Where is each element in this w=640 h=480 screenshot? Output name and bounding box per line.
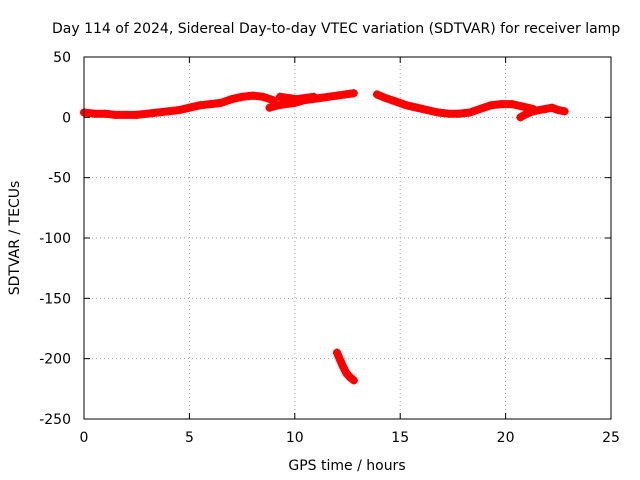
data-point [238,92,247,101]
data-point [349,89,358,98]
x-tick-label: 0 [80,430,89,446]
data-point [153,108,162,117]
y-tick-label: -250 [39,412,71,428]
data-point [465,108,474,117]
data-point [195,101,204,110]
data-point [349,376,358,385]
data-point [164,107,173,116]
x-tick-label: 25 [602,430,620,446]
data-point [507,100,516,109]
data-point [345,372,354,381]
data-point [535,106,544,115]
data-point [227,95,236,104]
data-point [423,106,432,115]
data-point [336,355,345,364]
chart-title: Day 114 of 2024, Sidereal Day-to-day VTE… [52,21,620,37]
data-point [560,107,569,116]
data-point [516,113,525,122]
data-point [90,109,99,118]
data-point [497,100,506,109]
y-tick-label: -50 [48,171,71,187]
data-point [284,94,293,103]
data-point [185,103,194,112]
y-tick-label: -100 [39,231,71,247]
data-point [292,95,301,104]
data-point [332,91,341,100]
data-point [309,92,318,101]
data-point [332,348,341,357]
data-point [259,92,268,101]
data-point [402,101,411,110]
data-point [522,109,531,118]
data-point [248,91,257,100]
data-point [554,106,563,115]
data-point [324,92,333,101]
x-axis-label: GPS time / hours [288,458,405,474]
data-point [444,109,453,118]
data-point [174,106,183,115]
data-point [381,94,390,103]
data-point [111,110,120,119]
data-point [273,101,282,110]
data-point [143,109,152,118]
data-point [122,110,131,119]
data-points [80,89,569,385]
data-point [476,104,485,113]
y-tick-label: -150 [39,291,71,307]
data-series-band [373,90,537,118]
data-point [339,363,348,372]
y-tick-label: 50 [53,50,71,66]
x-tick-label: 20 [497,430,515,446]
data-point [217,98,226,107]
data-point [391,97,400,106]
y-tick-label: 0 [62,110,71,126]
data-point [486,101,495,110]
data-point [132,110,141,119]
x-tick-label: 5 [185,430,194,446]
data-point [529,107,538,116]
x-tick-label: 10 [286,430,304,446]
data-point [265,103,274,112]
x-tick-label: 15 [391,430,409,446]
data-point [547,103,556,112]
plot-frame [83,56,612,420]
data-point [341,90,350,99]
data-point [373,90,382,99]
data-point [101,109,110,118]
grid-lines [84,57,611,419]
data-point [455,109,464,118]
data-point [434,108,443,117]
data-point [413,103,422,112]
tick-labels: 0 5 10 15 20 25 -250 -200 -150 -100 -50 0 50 [39,50,620,446]
data-point [518,102,527,111]
y-tick-label: -200 [39,352,71,368]
data-point [206,100,215,109]
data-point [301,94,310,103]
y-axis-label: SDTVAR / TECUs [7,181,23,296]
data-point [541,104,550,113]
data-point [276,92,285,101]
